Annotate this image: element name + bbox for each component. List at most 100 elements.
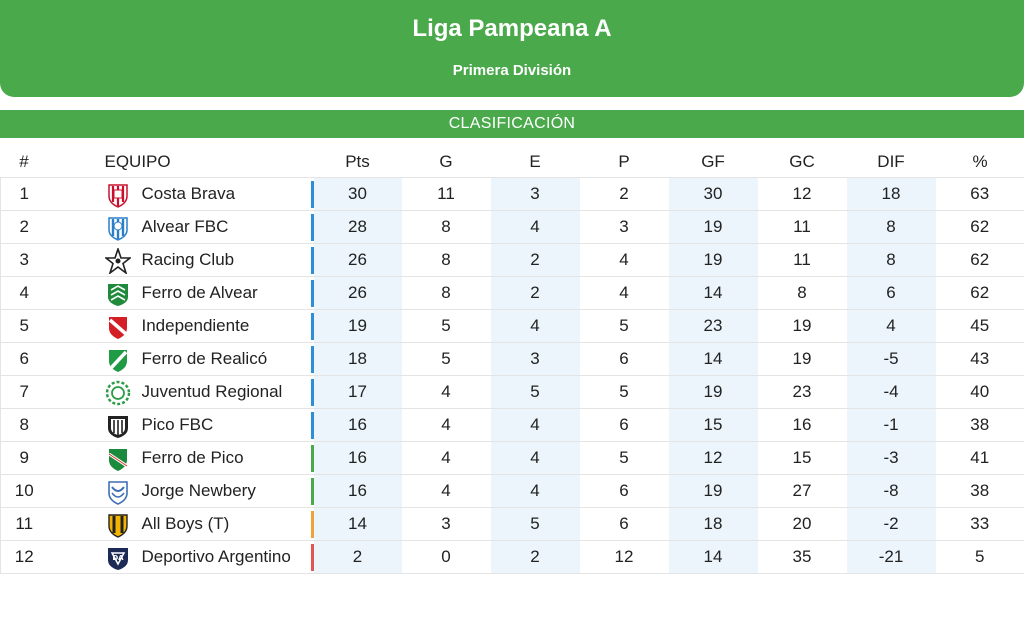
zone-indicator — [310, 379, 314, 406]
lost-cell: 12 — [579, 540, 669, 574]
col-header-percentage[interactable]: % — [972, 152, 988, 171]
goals-against-cell: 15 — [757, 441, 847, 475]
team-name[interactable]: Ferro de Alvear — [141, 283, 258, 302]
goals-for-cell: 19 — [668, 243, 758, 277]
table-header-row: # EQUIPO Pts G E P GF GC DIF % — [1, 147, 1024, 178]
ferro-de-realico-crest-icon — [105, 347, 131, 373]
zone-indicator — [310, 412, 314, 439]
team-name[interactable]: Juventud Regional — [141, 382, 283, 401]
col-header-points[interactable]: Pts — [345, 152, 370, 171]
team-name[interactable]: Alvear FBC — [141, 217, 229, 236]
col-header-goals-for[interactable]: GF — [701, 152, 725, 171]
table-row[interactable]: 2 Alvear FBC 28 8 4 3 19 11 8 62 — [0, 210, 1024, 244]
standings-body: 1 Costa Brava 30 11 3 2 30 12 18 63 2 Alvear FBC 28 8… — [0, 177, 1024, 574]
goals-for-cell: 18 — [668, 507, 758, 541]
points-cell: 16 — [313, 474, 402, 508]
team-name[interactable]: Costa Brava — [141, 184, 236, 203]
team-name[interactable]: Pico FBC — [141, 415, 214, 434]
zone-indicator — [310, 478, 314, 505]
goals-for-cell: 19 — [668, 210, 758, 244]
league-title: Liga Pampeana A — [412, 15, 612, 42]
goal-difference-cell: -2 — [846, 507, 936, 541]
drawn-cell: 5 — [490, 375, 580, 409]
lost-cell: 5 — [579, 375, 669, 409]
zone-indicator — [310, 214, 314, 241]
drawn-cell: 4 — [490, 441, 580, 475]
percentage-cell: 45 — [935, 309, 1024, 343]
goals-for-cell: 14 — [668, 276, 758, 310]
zone-indicator — [310, 280, 314, 307]
table-row[interactable]: 6 Ferro de Realicó 18 5 3 6 14 19 -5 43 — [0, 342, 1024, 376]
drawn-cell: 2 — [490, 276, 580, 310]
won-cell: 5 — [401, 342, 491, 376]
table-row[interactable]: 9 Ferro de Pico 16 4 4 5 12 15 -3 41 — [0, 441, 1024, 475]
team-cell[interactable]: Alvear FBC — [47, 210, 314, 244]
col-header-lost[interactable]: P — [618, 152, 630, 171]
team-cell[interactable]: Costa Brava — [47, 177, 314, 211]
percentage-cell: 62 — [935, 276, 1024, 310]
zone-indicator — [310, 346, 314, 373]
team-cell[interactable]: Ferro de Realicó — [47, 342, 314, 376]
ferro-de-pico-crest-icon — [105, 446, 131, 472]
team-cell[interactable]: Pico FBC — [47, 408, 314, 442]
col-header-drawn[interactable]: E — [529, 152, 541, 171]
team-cell[interactable]: Racing Club — [47, 243, 314, 277]
goal-difference-cell: -5 — [846, 342, 936, 376]
won-cell: 8 — [401, 210, 491, 244]
drawn-cell: 4 — [490, 408, 580, 442]
percentage-cell: 62 — [935, 210, 1024, 244]
team-name[interactable]: Racing Club — [141, 250, 235, 269]
table-row[interactable]: 8 Pico FBC 16 4 4 6 15 16 -1 38 — [0, 408, 1024, 442]
team-name[interactable]: Ferro de Realicó — [141, 349, 268, 368]
team-cell[interactable]: DA Deportivo Argentino — [47, 540, 314, 574]
table-row[interactable]: 11 All Boys (T) 14 3 5 6 18 20 -2 33 — [0, 507, 1024, 541]
goal-difference-cell: -4 — [846, 375, 936, 409]
team-cell[interactable]: Juventud Regional — [47, 375, 314, 409]
team-name[interactable]: All Boys (T) — [141, 514, 230, 533]
team-cell[interactable]: All Boys (T) — [47, 507, 314, 541]
won-cell: 4 — [401, 474, 491, 508]
team-name[interactable]: Jorge Newbery — [141, 481, 256, 500]
team-cell[interactable]: Ferro de Pico — [47, 441, 314, 475]
team-cell[interactable]: Independiente — [47, 309, 314, 343]
zone-indicator — [310, 181, 314, 208]
col-header-won[interactable]: G — [439, 152, 453, 171]
goal-difference-cell: -1 — [846, 408, 936, 442]
col-header-goal-difference[interactable]: DIF — [877, 152, 905, 171]
goal-difference-cell: 18 — [846, 177, 936, 211]
points-cell: 26 — [313, 243, 402, 277]
goal-difference-cell: 4 — [846, 309, 936, 343]
goals-for-cell: 12 — [668, 441, 758, 475]
team-cell[interactable]: Ferro de Alvear — [47, 276, 314, 310]
goals-against-cell: 12 — [757, 177, 847, 211]
table-row[interactable]: 12 DA Deportivo Argentino 2 0 2 12 14 35 -21 5 — [0, 540, 1024, 574]
team-name[interactable]: Independiente — [141, 316, 250, 335]
goal-difference-cell: 8 — [846, 210, 936, 244]
table-row[interactable]: 3 Racing Club 26 8 2 4 19 11 8 62 — [0, 243, 1024, 277]
goals-against-cell: 23 — [757, 375, 847, 409]
position-cell: 8 — [0, 408, 48, 442]
table-row[interactable]: 7 Juventud Regional 17 4 5 5 19 23 -4 40 — [0, 375, 1024, 409]
drawn-cell: 3 — [490, 177, 580, 211]
position-cell: 4 — [0, 276, 48, 310]
table-row[interactable]: 5 Independiente 19 5 4 5 23 19 4 45 — [0, 309, 1024, 343]
team-cell[interactable]: Jorge Newbery — [47, 474, 314, 508]
racing-club-crest-icon — [103, 246, 132, 276]
table-row[interactable]: 4 Ferro de Alvear 26 8 2 4 14 8 6 62 — [0, 276, 1024, 310]
independiente-crest-icon — [105, 314, 131, 340]
goals-against-cell: 27 — [757, 474, 847, 508]
alvear-fbc-crest-icon — [105, 215, 131, 241]
col-header-goals-against[interactable]: GC — [789, 152, 815, 171]
team-name[interactable]: Deportivo Argentino — [141, 547, 291, 566]
zone-indicator — [310, 313, 314, 340]
table-row[interactable]: 10 Jorge Newbery 16 4 4 6 19 27 -8 38 — [0, 474, 1024, 508]
table-row[interactable]: 1 Costa Brava 30 11 3 2 30 12 18 63 — [0, 177, 1024, 211]
goals-for-cell: 19 — [668, 474, 758, 508]
percentage-cell: 43 — [935, 342, 1024, 376]
col-header-team[interactable]: EQUIPO — [104, 152, 171, 171]
lost-cell: 5 — [579, 309, 669, 343]
points-cell: 2 — [313, 540, 402, 574]
goals-against-cell: 19 — [757, 342, 847, 376]
col-header-position[interactable]: # — [19, 152, 29, 171]
team-name[interactable]: Ferro de Pico — [141, 448, 244, 467]
